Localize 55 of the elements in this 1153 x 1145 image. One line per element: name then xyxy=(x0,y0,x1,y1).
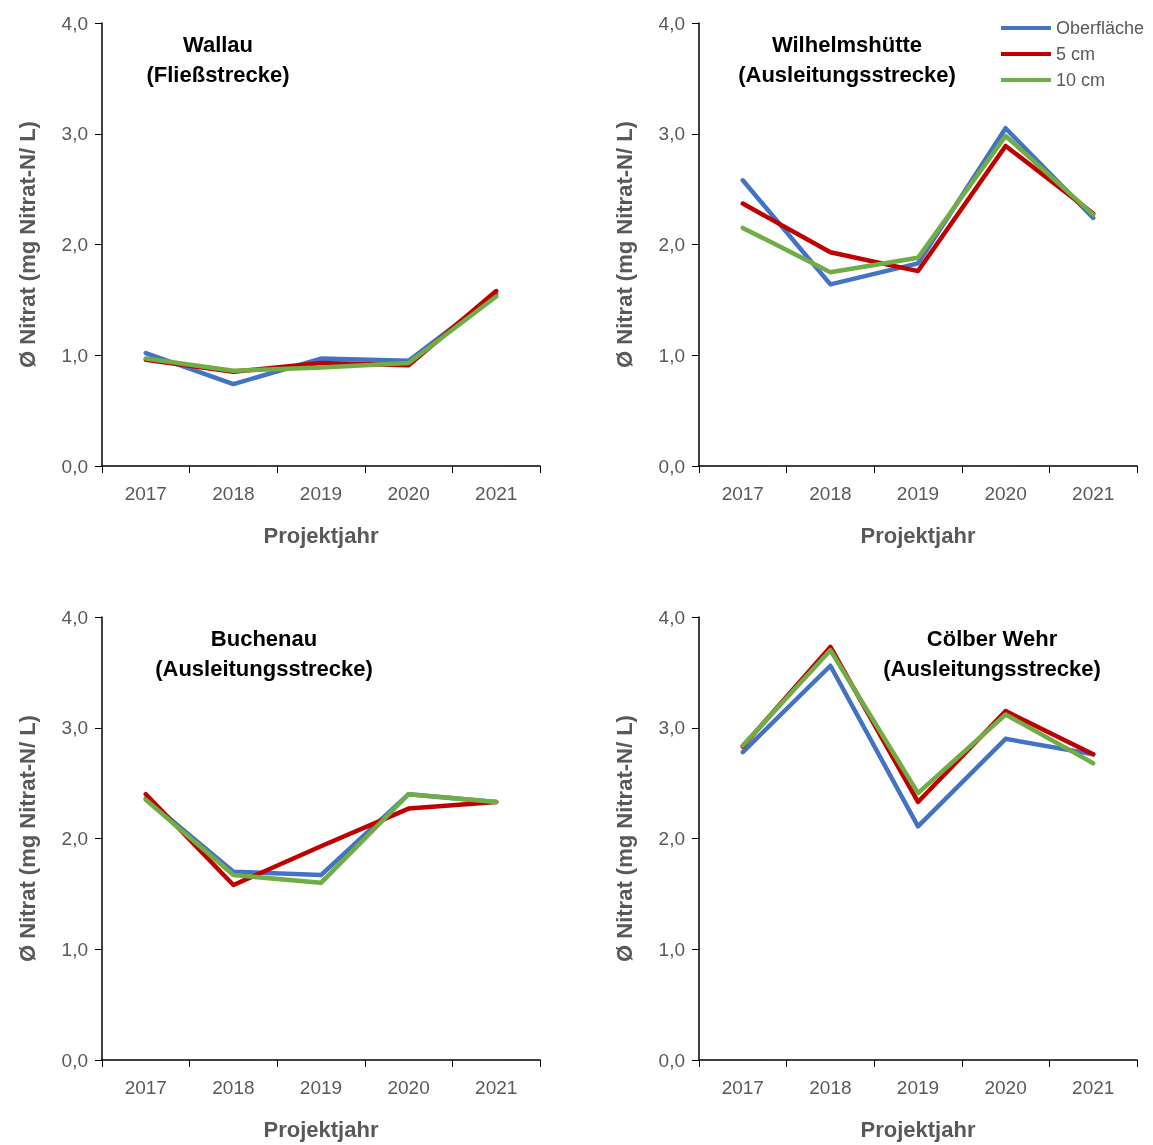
x-tick-label: 2021 xyxy=(475,1077,518,1098)
y-tick-label: 2,0 xyxy=(61,234,88,255)
y-tick-label: 3,0 xyxy=(61,123,88,145)
text: Cölber Wehr (Ausleitungsstrecke) xyxy=(883,625,1101,681)
y-tick-label: 4,0 xyxy=(61,606,88,628)
x-tick-label: 2018 xyxy=(212,1077,255,1098)
y-tick-label: 1,0 xyxy=(61,344,88,366)
y-tick-label: 3,0 xyxy=(61,717,88,739)
legend-label: Oberfläche xyxy=(1055,18,1145,38)
y-tick-label: 1,0 xyxy=(61,938,88,960)
y-axis-title: Ø Nitrat (mg Nitrat-N/ L) xyxy=(14,715,40,962)
x-tick-label: 2020 xyxy=(387,483,430,504)
y-axis-title: Ø Nitrat (mg Nitrat-N/ L) xyxy=(611,715,637,962)
y-tick-label: 1,0 xyxy=(658,938,685,960)
x-axis-title: Projektjahr xyxy=(263,522,379,548)
x-tick-label: 2018 xyxy=(809,1077,852,1098)
x-tick-label: 2021 xyxy=(475,483,518,504)
y-tick-label: 2,0 xyxy=(61,828,88,849)
y-tick-label: 0,0 xyxy=(61,1049,88,1071)
x-tick-label: 2021 xyxy=(1072,1077,1115,1098)
x-axis-title: Projektjahr xyxy=(860,1116,976,1142)
y-tick-label: 4,0 xyxy=(658,12,685,34)
x-tick-label: 2021 xyxy=(1072,483,1115,504)
y-axis-title: Ø Nitrat (mg Nitrat-N/ L) xyxy=(14,121,40,368)
y-tick-label: 4,0 xyxy=(61,12,88,34)
x-tick-label: 2017 xyxy=(124,483,167,504)
legend-label: 5 cm xyxy=(1055,44,1095,64)
legend-label: 10 cm xyxy=(1055,70,1105,90)
x-axis-title: Projektjahr xyxy=(263,1116,379,1142)
x-tick-label: 2020 xyxy=(387,1077,430,1098)
x-tick-label: 2017 xyxy=(721,1077,764,1098)
x-tick-label: 2017 xyxy=(124,1077,167,1098)
x-tick-label: 2020 xyxy=(984,483,1027,504)
y-tick-label: 0,0 xyxy=(658,455,685,477)
x-axis-title: Projektjahr xyxy=(860,522,976,548)
y-tick-label: 1,0 xyxy=(658,344,685,366)
y-tick-label: 2,0 xyxy=(658,828,685,849)
y-axis-title: Ø Nitrat (mg Nitrat-N/ L) xyxy=(611,121,637,368)
x-tick-label: 2018 xyxy=(809,483,852,504)
x-tick-label: 2018 xyxy=(212,483,255,504)
x-tick-label: 2019 xyxy=(299,1077,343,1098)
x-tick-label: 2019 xyxy=(896,483,940,504)
y-tick-label: 3,0 xyxy=(658,717,685,739)
text: Wallau (Fließstrecke) xyxy=(146,31,290,87)
text: Wilhelmshütte (Ausleitungsstrecke) xyxy=(738,31,956,87)
y-tick-label: 2,0 xyxy=(658,234,685,255)
x-tick-label: 2017 xyxy=(721,483,764,504)
x-tick-label: 2019 xyxy=(896,1077,940,1098)
y-tick-label: 0,0 xyxy=(658,1049,685,1071)
text: Buchenau (Ausleitungsstrecke) xyxy=(155,625,373,681)
y-tick-label: 4,0 xyxy=(658,606,685,628)
x-tick-label: 2020 xyxy=(984,1077,1027,1098)
x-tick-label: 2019 xyxy=(299,483,343,504)
y-tick-label: 0,0 xyxy=(61,455,88,477)
y-tick-label: 3,0 xyxy=(658,123,685,145)
